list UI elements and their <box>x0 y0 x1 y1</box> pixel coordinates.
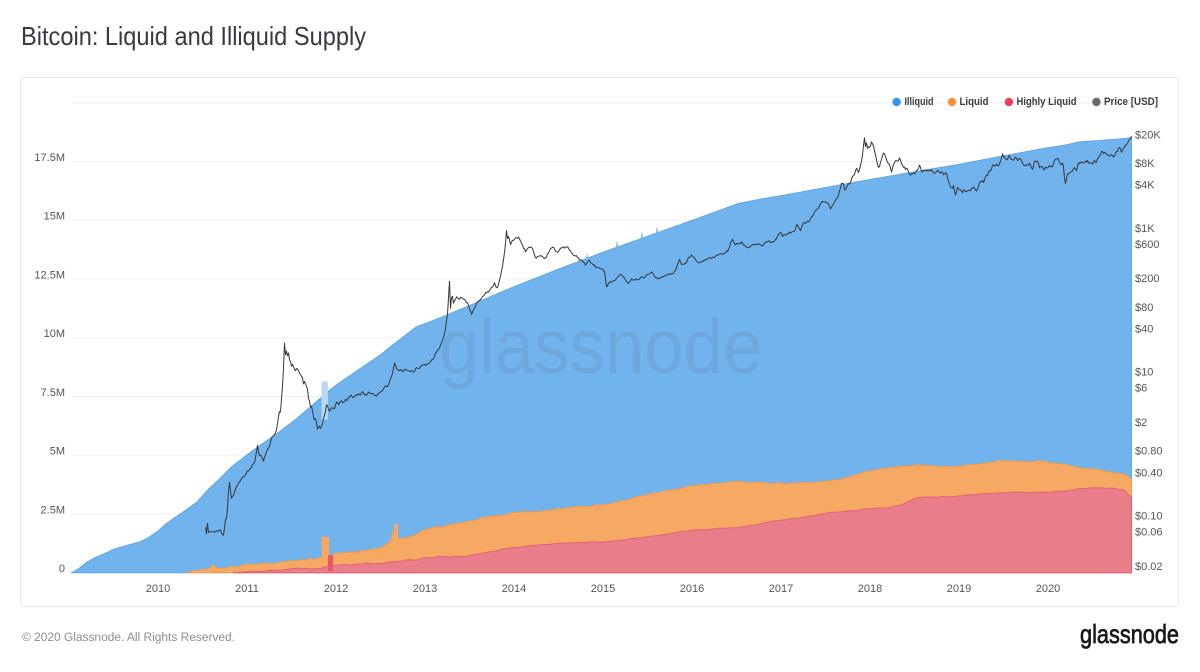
svg-text:$0.06: $0.06 <box>1135 527 1163 539</box>
svg-text:2016: 2016 <box>680 583 704 595</box>
svg-text:$200: $200 <box>1135 273 1159 285</box>
svg-text:$0.02: $0.02 <box>1135 561 1163 573</box>
svg-text:2010: 2010 <box>146 583 170 595</box>
svg-text:2020: 2020 <box>1036 583 1060 595</box>
svg-text:$8K: $8K <box>1135 158 1155 170</box>
svg-text:$20K: $20K <box>1135 129 1161 141</box>
svg-text:Highly Liquid: Highly Liquid <box>1017 96 1077 108</box>
svg-text:$1K: $1K <box>1135 223 1155 235</box>
svg-text:2018: 2018 <box>858 583 882 595</box>
svg-text:$2: $2 <box>1135 417 1147 429</box>
svg-text:glassnode: glassnode <box>440 304 763 390</box>
svg-text:2011: 2011 <box>235 583 259 595</box>
svg-text:$6: $6 <box>1135 383 1147 395</box>
svg-text:$0.80: $0.80 <box>1135 446 1163 458</box>
svg-text:2.5M: 2.5M <box>41 504 65 516</box>
svg-text:glassnode: glassnode <box>1080 619 1179 649</box>
svg-text:Price [USD]: Price [USD] <box>1104 96 1158 108</box>
svg-text:2017: 2017 <box>769 583 793 595</box>
svg-text:0: 0 <box>59 563 65 575</box>
svg-text:15M: 15M <box>44 211 65 223</box>
svg-text:Bitcoin: Liquid and Illiquid S: Bitcoin: Liquid and Illiquid Supply <box>21 21 366 51</box>
svg-text:2015: 2015 <box>591 583 615 595</box>
svg-text:2014: 2014 <box>502 583 526 595</box>
svg-text:$600: $600 <box>1135 239 1159 251</box>
svg-text:© 2020 Glassnode. All Rights R: © 2020 Glassnode. All Rights Reserved. <box>22 632 235 644</box>
svg-text:10M: 10M <box>44 328 65 340</box>
svg-text:7.5M: 7.5M <box>41 387 65 399</box>
svg-text:$10: $10 <box>1135 367 1153 379</box>
svg-text:2012: 2012 <box>324 583 348 595</box>
svg-text:$80: $80 <box>1135 302 1153 314</box>
svg-text:$4K: $4K <box>1135 180 1155 192</box>
svg-text:Liquid: Liquid <box>960 96 989 108</box>
svg-text:5M: 5M <box>50 446 65 458</box>
svg-text:Illiquid: Illiquid <box>905 96 934 108</box>
svg-text:17.5M: 17.5M <box>34 152 65 164</box>
svg-text:2013: 2013 <box>413 583 437 595</box>
svg-text:$0.40: $0.40 <box>1135 467 1163 479</box>
svg-text:2019: 2019 <box>947 583 971 595</box>
svg-text:12.5M: 12.5M <box>34 269 65 281</box>
svg-text:$40: $40 <box>1135 324 1153 336</box>
svg-text:$0.10: $0.10 <box>1135 511 1163 523</box>
